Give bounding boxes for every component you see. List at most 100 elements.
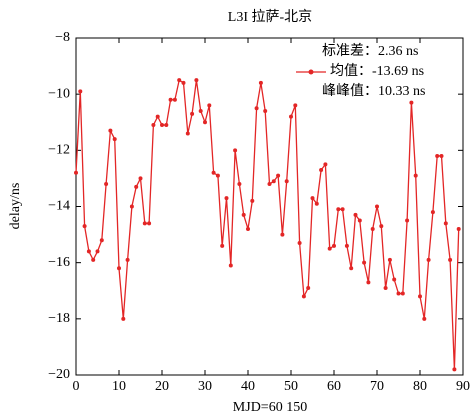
data-point [443,221,448,226]
legend-marker [308,69,314,75]
data-point [181,80,186,85]
data-point [327,246,332,251]
data-point [413,173,418,178]
data-point [108,128,113,133]
data-point [172,97,177,102]
data-point [160,123,164,128]
data-point [439,153,444,158]
data-point [177,78,182,83]
data-point [293,103,298,108]
x-tick-label: 70 [370,379,384,394]
data-point [228,263,233,268]
x-axis-label: MJD=60 150 [233,400,307,415]
data-point [194,78,199,83]
data-point [362,260,367,265]
data-point [203,120,207,125]
data-point [134,184,139,189]
data-point [142,221,147,226]
data-point [104,182,109,187]
data-point [310,196,315,201]
data-point [254,106,259,111]
data-point [301,294,306,299]
annotation: 标准差：2.36 ns [322,43,418,59]
data-point [138,176,143,181]
data-point [125,257,130,262]
data-point [297,241,302,246]
data-point [95,249,100,254]
series-line [75,79,460,370]
x-tick-label: 90 [456,379,470,394]
y-tick-label: −8 [55,30,70,45]
data-point [396,291,401,296]
data-point [280,232,285,237]
data-point [129,204,134,209]
data-point [220,243,225,248]
data-point [289,114,293,119]
data-point [387,257,392,262]
data-point [82,224,87,229]
data-point [267,182,272,187]
data-point [418,294,422,299]
chart-title: L3I 拉萨-北京 [228,9,312,25]
data-point [271,179,276,184]
y-tick-label: −10 [48,86,70,101]
data-point [246,226,250,231]
data-point [314,201,319,206]
x-tick-label: 0 [73,379,80,394]
data-point [241,212,246,217]
data-point [409,100,414,105]
y-axis-label: delay/ns [8,183,23,230]
y-tick-label: −18 [48,311,70,326]
x-tick-label: 40 [241,379,255,394]
data-point [319,167,324,172]
data-point [263,109,268,114]
data-point [211,170,216,175]
data-point [74,170,78,175]
data-point [224,196,229,201]
data-point [370,226,375,231]
y-tick-label: −20 [48,367,70,382]
data-point [207,103,212,108]
data-point [349,266,354,271]
data-point [147,221,152,226]
data-point [215,173,220,178]
data-point [383,285,388,290]
data-point [121,316,126,321]
data-point [375,204,379,209]
data-point [392,277,397,282]
x-tick-label: 80 [413,379,427,394]
data-point [430,210,435,215]
data-point [448,257,453,262]
data-point [323,162,328,167]
data-point [190,111,195,116]
data-point [250,198,255,203]
data-point [99,238,104,243]
y-tick-label: −16 [48,255,70,270]
data-point [117,266,121,271]
data-point [366,280,371,285]
x-tick-label: 20 [155,379,169,394]
data-point [112,137,117,142]
data-point [452,367,457,372]
data-point [155,114,160,119]
x-tick-label: 60 [327,379,341,394]
data-point [233,148,238,153]
data-point [400,291,405,296]
x-tick-label: 10 [112,379,126,394]
data-point [379,224,384,229]
data-point [426,257,431,262]
data-point [164,123,169,128]
data-point [237,182,242,187]
y-tick-label: −14 [48,199,70,214]
y-tick-label: −12 [48,143,70,158]
data-point [86,249,91,254]
x-tick-label: 30 [198,379,212,394]
data-point [357,218,362,223]
data-point [276,173,281,178]
data-point [198,109,203,114]
data-point [91,257,96,262]
data-point [284,179,289,184]
data-point [78,89,83,94]
data-point [258,80,263,85]
